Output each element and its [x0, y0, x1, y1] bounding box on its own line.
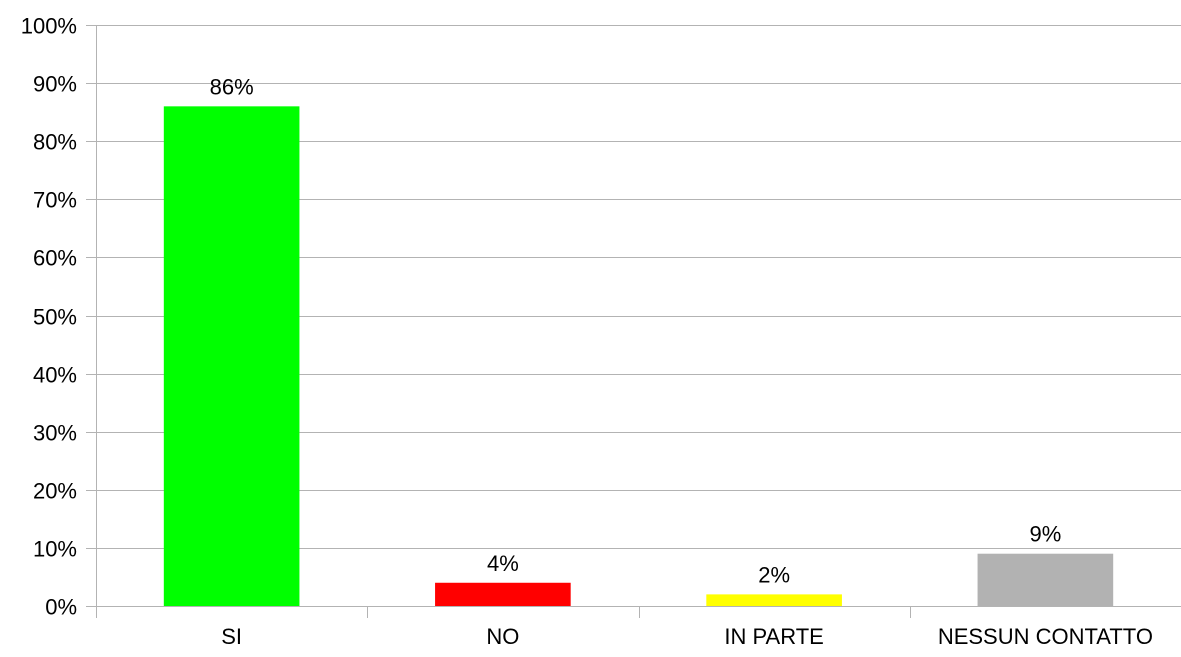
y-tick-label: 0% — [45, 595, 77, 620]
bar-in-parte — [706, 594, 842, 606]
y-tick-label: 70% — [33, 188, 77, 213]
x-tick-label: SI — [221, 624, 242, 649]
y-tick-label: 40% — [33, 363, 77, 388]
y-tick-label: 50% — [33, 305, 77, 330]
y-tick-labels: 0% 10% 20% 30% 40% 50% 60% 70% 80% 90% 100% — [21, 14, 77, 620]
y-tick-label: 60% — [33, 246, 77, 271]
axes — [86, 25, 1181, 618]
data-label: 2% — [758, 562, 790, 587]
y-tick-label: 20% — [33, 479, 77, 504]
y-tick-label: 10% — [33, 537, 77, 562]
x-tick-label: NO — [486, 624, 519, 649]
bar-no — [435, 582, 571, 606]
y-tick-label: 80% — [33, 130, 77, 155]
x-tick-labels: SI NO IN PARTE NESSUN CONTATTO — [221, 624, 1153, 649]
y-tick-label: 90% — [33, 72, 77, 97]
bar-si — [163, 106, 300, 606]
bars — [163, 106, 1114, 606]
data-label: 86% — [210, 74, 254, 99]
data-label: 4% — [487, 551, 519, 576]
x-tick-label: NESSUN CONTATTO — [938, 624, 1153, 649]
y-tick-label: 30% — [33, 421, 77, 446]
x-tick-label: IN PARTE — [724, 624, 823, 649]
data-labels: 86% 4% 2% 9% — [210, 74, 1062, 587]
y-tick-label: 100% — [21, 14, 77, 39]
bar-nessun-contatto — [977, 553, 1114, 606]
data-label: 9% — [1029, 522, 1061, 547]
